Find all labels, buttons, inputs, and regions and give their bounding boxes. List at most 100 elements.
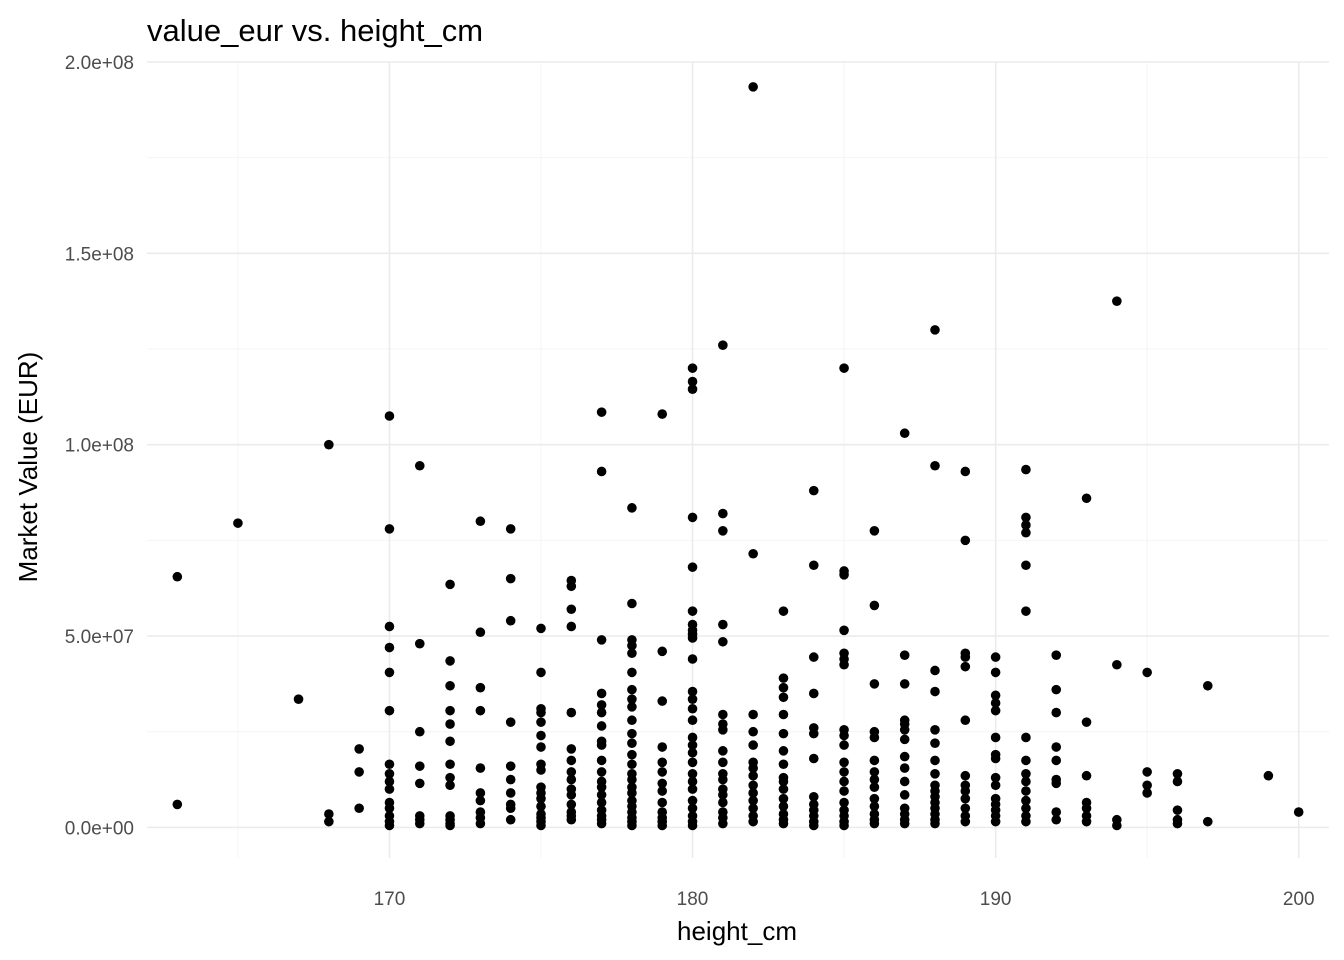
data-point [687,803,698,814]
data-point [566,604,577,615]
data-point [384,411,395,421]
data-point [778,818,789,829]
data-point [627,749,637,760]
data-point [566,774,577,785]
data-point [445,680,455,691]
data-point [1051,684,1062,695]
data-point [627,598,637,609]
data-point [1202,816,1213,827]
data-point [1021,803,1031,814]
data-point [778,709,789,720]
data-point [960,466,971,477]
data-point [1142,788,1152,798]
data-point [748,709,758,720]
data-point [384,776,395,787]
data-point [536,801,546,812]
data-point [445,759,455,770]
data-point [778,746,789,756]
data-point [869,793,880,804]
data-point [748,740,758,750]
data-point [687,606,698,616]
data-point [445,736,455,747]
data-point [536,717,546,727]
data-point [596,700,607,710]
data-point [354,803,364,814]
data-point [687,732,698,743]
data-point [1112,296,1122,306]
data-point [1051,814,1062,825]
data-point [1172,769,1183,779]
data-point [657,757,668,768]
data-point [778,682,789,693]
data-point [930,818,940,829]
data-point [748,803,758,814]
data-point [778,776,789,787]
data-point [869,767,880,777]
data-point [596,797,607,808]
data-point [596,407,607,417]
data-point [627,759,637,770]
data-point [687,654,698,664]
data-point [384,759,395,770]
data-point [445,780,455,791]
data-point [445,579,455,590]
data-point [1021,527,1031,538]
data-point [324,809,334,819]
data-point [687,512,698,523]
data-point [1112,659,1122,670]
data-point [808,820,819,831]
data-point [627,648,637,659]
data-point [869,600,880,611]
data-point [990,780,1001,791]
data-point [718,709,728,720]
data-point [899,679,910,689]
data-point [627,820,637,831]
data-point [566,621,577,632]
data-point [718,508,728,519]
data-point [1051,650,1062,660]
data-point [930,325,940,335]
data-point [475,818,486,829]
data-point [596,818,607,829]
data-point [718,797,728,808]
data-point [930,738,940,748]
data-point [384,820,395,831]
y-tick-label: 5.0e+07 [65,627,134,648]
data-point [687,795,698,806]
data-point [960,793,971,804]
data-point [627,788,637,798]
data-point [960,661,971,672]
data-point [384,784,395,794]
data-point [687,784,698,794]
data-point [1051,778,1062,789]
data-point [687,776,698,787]
data-point [566,790,577,800]
data-point [1021,776,1031,787]
data-point [748,763,758,773]
data-point [778,692,789,703]
data-point [687,562,698,572]
data-point [475,788,486,798]
data-point [414,818,425,829]
data-point [384,621,395,632]
data-point [1021,520,1031,530]
data-point [627,774,637,785]
data-point [808,753,819,764]
data-point [627,728,637,739]
x-tick-label: 180 [677,889,709,910]
data-point [384,803,395,814]
data-point [536,623,546,634]
data-point [596,790,607,800]
data-point [687,384,698,395]
data-point [687,703,698,714]
data-point [596,635,607,645]
data-point [414,460,425,471]
data-point [1142,767,1152,777]
data-point [1021,755,1031,766]
data-point [475,627,486,638]
data-point [536,765,546,775]
data-point [718,774,728,785]
data-point [1051,707,1062,718]
data-point [172,571,183,582]
data-point [839,767,849,777]
